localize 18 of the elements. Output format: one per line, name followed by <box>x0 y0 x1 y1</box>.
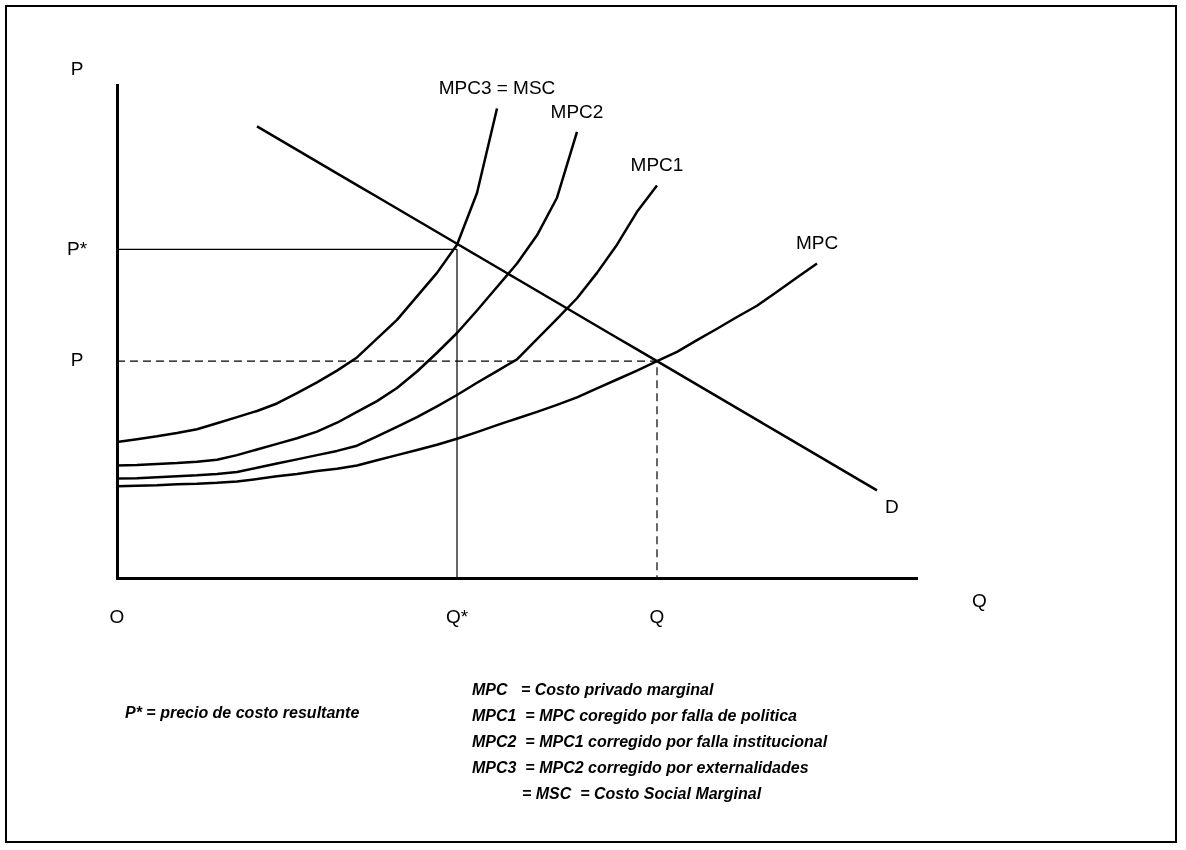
x-axis-title: Q <box>972 590 987 612</box>
text: = MSC = Costo Social Marginal <box>521 784 763 804</box>
text: MPC2 = MPC1 corregido por falla institucional <box>472 732 828 752</box>
text: P* = precio de costo resultante <box>125 704 360 722</box>
x-tick-label: Q <box>649 605 665 627</box>
series-label: D <box>885 496 899 518</box>
series-label: MPC3 = MSC <box>438 77 556 99</box>
annotation: P* <box>66 237 88 259</box>
text: MPC1 = MPC coregido por falla de politica <box>472 706 798 726</box>
x-tick-label: O <box>109 605 125 627</box>
series-label: MPC2 <box>550 100 604 122</box>
series-label: MPC1 <box>630 154 684 176</box>
text: MPC = Costo privado marginal <box>472 680 715 700</box>
y-axis-title: P <box>70 57 84 79</box>
text: MPC3 = MPC2 corregido por externalidades <box>472 758 810 778</box>
series-label: MPC <box>795 232 839 254</box>
x-tick-label: Q* <box>445 605 469 627</box>
annotation: P <box>70 349 84 371</box>
